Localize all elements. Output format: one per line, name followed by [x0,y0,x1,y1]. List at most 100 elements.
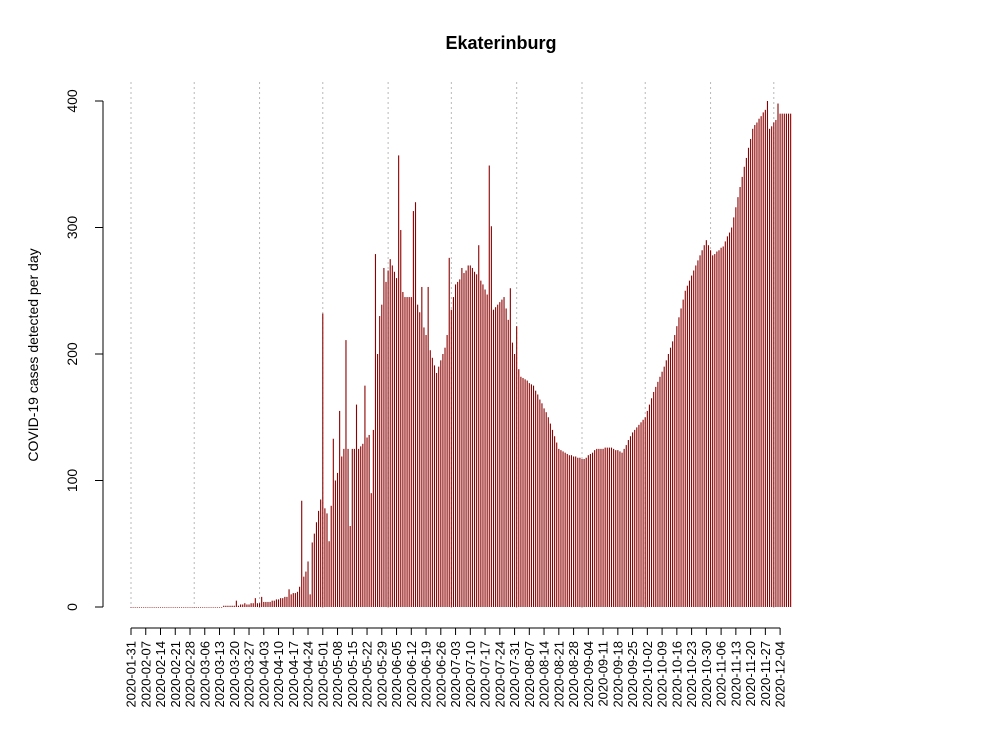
bar [467,265,469,607]
bar [391,265,393,607]
bar [271,600,273,607]
bar [499,302,501,607]
x-tick-label: 2020-02-14 [153,641,168,708]
bar [783,113,785,608]
bar [505,308,507,607]
bar [324,508,326,607]
bar [408,297,410,607]
bar [657,381,659,607]
bar [429,350,431,607]
bar [183,607,185,608]
bar [164,607,166,608]
bar [707,245,709,607]
bar [145,607,147,608]
bar [292,593,294,607]
x-tick-label: 2020-04-10 [271,641,286,708]
bar [629,436,632,607]
bar [195,607,197,608]
bar [594,450,596,607]
bar [322,313,324,607]
bar [686,285,688,607]
bar [522,378,524,607]
y-axis: 0 100 200 300 400 [64,89,104,611]
bar [560,450,562,607]
bar [669,347,672,607]
bar [581,459,583,607]
bar [410,297,412,607]
bar [722,246,724,607]
bar [396,278,398,607]
x-tick-label: 2020-07-17 [478,641,493,708]
bar [693,270,695,607]
bar [463,273,465,607]
bar [309,594,311,607]
bar [655,386,657,607]
bar [602,448,604,608]
bar [261,596,263,607]
x-tick-label: 2020-12-04 [773,641,788,708]
bar [339,410,341,607]
bar [130,607,132,608]
bar [187,607,189,608]
bar [573,456,575,607]
bar [349,526,351,607]
bar [642,419,644,607]
bar [412,211,414,607]
bar [318,510,320,607]
bar [353,448,355,608]
bar [341,456,343,607]
bar [343,448,345,608]
bar [627,440,629,607]
bar [174,607,176,608]
bar [790,113,792,608]
bar [511,342,514,607]
bar [313,533,315,607]
bar [455,284,457,607]
bar [286,596,288,607]
bar [769,128,771,607]
bar [678,317,680,607]
bar [564,452,566,607]
bar [421,286,423,607]
bar [703,245,705,607]
bar [404,297,406,607]
bar [585,457,587,607]
bar [273,600,275,607]
bar [364,385,366,608]
bar [787,113,790,608]
x-tick-label: 2020-10-02 [640,641,655,708]
bar [516,326,518,607]
bar [269,601,271,607]
bars [130,101,792,608]
x-tick-label: 2020-07-10 [463,641,478,708]
bar [170,607,172,608]
bar [712,255,714,607]
bar [680,308,682,607]
x-tick-label: 2020-04-03 [256,641,271,708]
bar [162,607,164,608]
bar [495,307,497,607]
bar [613,448,615,608]
bar [779,113,781,608]
bar [157,607,159,608]
bar [153,607,155,608]
bar [492,309,495,607]
bar [417,304,419,607]
bar [214,607,216,608]
bar [526,380,528,607]
x-tick-label: 2020-04-24 [301,641,316,708]
bar [682,299,684,607]
bar [307,561,309,607]
bar [248,604,250,607]
bar [284,596,286,607]
bar [524,379,526,607]
bar [488,165,490,607]
bar [379,316,381,607]
bar [282,598,284,607]
bar [514,354,516,607]
bar [520,376,522,607]
bar [575,456,577,607]
bar [701,250,703,607]
x-tick-label: 2020-07-24 [492,641,507,708]
